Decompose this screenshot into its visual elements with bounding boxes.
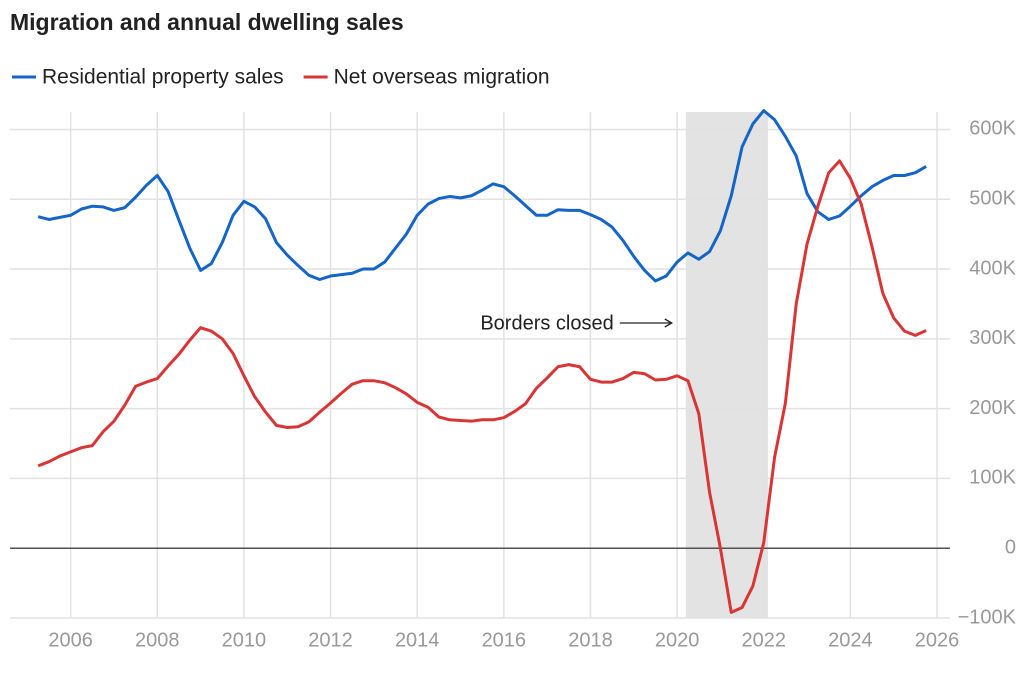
legend-label: Net overseas migration <box>334 66 550 89</box>
x-tick-label: 2014 <box>395 629 440 651</box>
y-tick-label: 500K <box>969 188 1016 210</box>
x-tick-label: 2024 <box>828 629 873 651</box>
y-tick-label: 200K <box>969 397 1016 419</box>
y-tick-label: 300K <box>969 327 1016 349</box>
y-tick-label: −100K <box>958 606 1017 628</box>
x-tick-label: 2022 <box>741 629 786 651</box>
y-tick-label: 0 <box>1005 536 1016 558</box>
x-tick-label: 2010 <box>222 629 267 651</box>
chart-title: Migration and annual dwelling sales <box>10 9 404 35</box>
series-line <box>37 159 927 614</box>
x-tick-label: 2006 <box>48 629 93 651</box>
annotation: Borders closed <box>480 312 613 334</box>
x-tick-label: 2020 <box>655 629 700 651</box>
shaded-period <box>685 112 769 618</box>
y-tick-label: 400K <box>969 257 1016 279</box>
x-tick-label: 2018 <box>568 629 613 651</box>
y-tick-label: 100K <box>969 467 1016 489</box>
x-tick-label: 2012 <box>308 629 353 651</box>
x-tick-label: 2008 <box>135 629 180 651</box>
x-tick-label: 2016 <box>482 629 527 651</box>
x-tick-label: 2026 <box>915 629 960 651</box>
annotation-arrowhead <box>664 318 674 328</box>
y-tick-label: 600K <box>969 118 1016 140</box>
legend-label: Residential property sales <box>42 66 284 89</box>
series-line <box>37 109 927 283</box>
